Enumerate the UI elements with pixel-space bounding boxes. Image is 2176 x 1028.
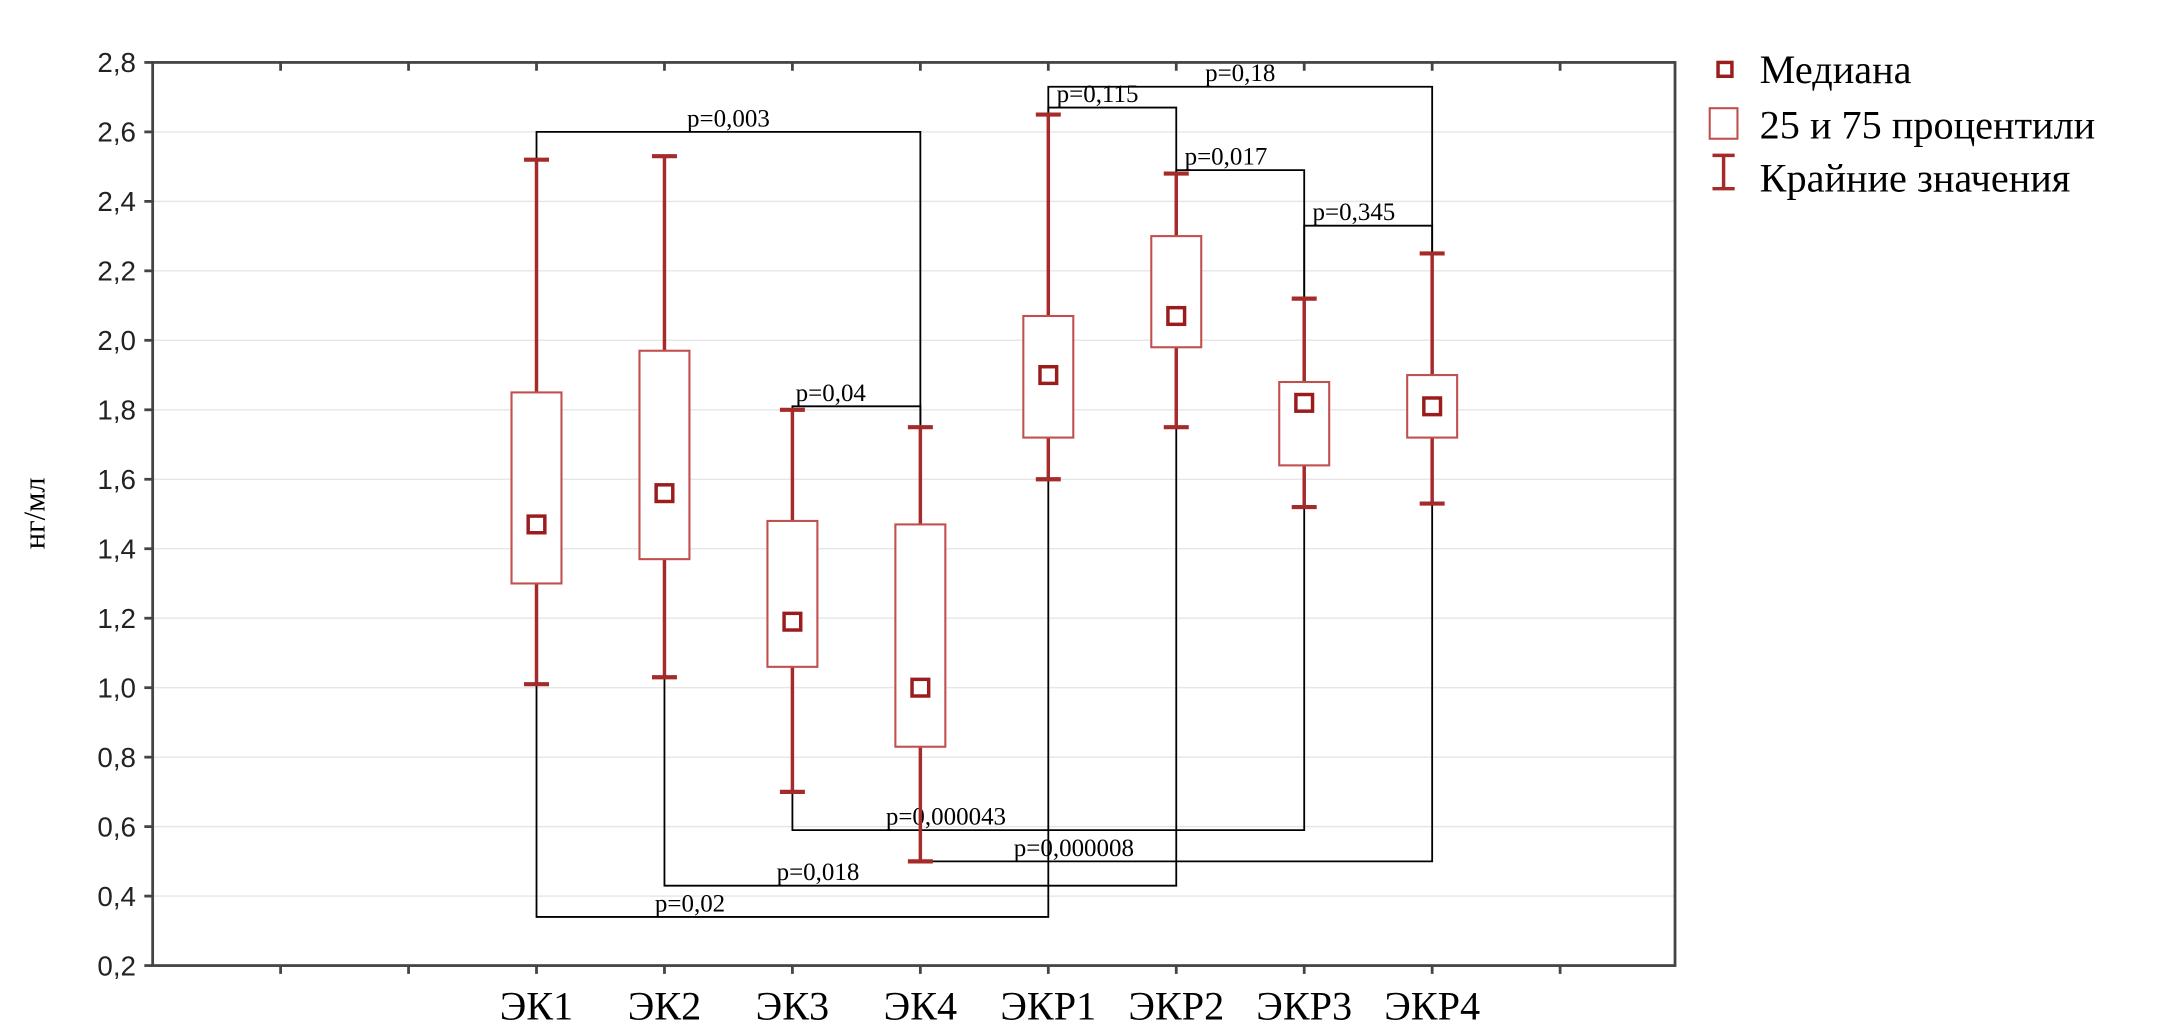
grid-lines [152,131,1676,897]
iqr-box [1150,235,1203,349]
y-tick-label: 2,8 [97,47,136,78]
comparison-bracket [1047,106,1178,174]
median-marker [1422,396,1443,417]
p-value-label: p=0,017 [1185,144,1268,171]
box-ЭК4 [894,425,947,864]
box-ЭКР1 [1022,112,1075,482]
x-category-label: ЭКР4 [1384,984,1480,1028]
y-tick-label: 1,6 [97,464,136,495]
y-tick-label: 2,4 [97,186,136,217]
x-category-label: ЭКР2 [1128,984,1224,1028]
x-category-label: ЭК1 [500,984,574,1028]
legend-box-icon [1708,107,1739,140]
p-value-label: p=0,000043 [886,804,1006,831]
y-tick-label: 0,6 [97,811,136,842]
median-marker [526,514,547,535]
x-category-label: ЭК3 [756,984,830,1028]
x-category-label: ЭКР1 [1000,984,1096,1028]
x-category-label: ЭК2 [628,984,702,1028]
iqr-box [510,391,563,585]
p-value-label: p=0,000008 [1014,835,1134,862]
box-ЭКР2 [1150,171,1203,430]
comparison-bracket [1047,85,1434,254]
boxes [510,112,1459,864]
p-value-label: p=0,02 [655,890,725,917]
x-category-label: ЭК4 [884,984,958,1028]
iqr-box [1406,374,1459,439]
comparison-bracket [1303,224,1434,299]
box-ЭКР3 [1278,296,1331,510]
x-category-label: ЭКР3 [1256,984,1352,1028]
legend-percentiles: 25 и 75 процентили [1760,103,2096,148]
p-value-label: p=0,018 [777,859,860,886]
legend-median-icon [1716,60,1734,79]
p-value-label: p=0,04 [796,380,867,407]
y-tick-label: 2,0 [97,325,136,356]
p-value-label: p=0,115 [1057,81,1139,108]
median-marker [1166,305,1187,327]
y-tick-label: 1,2 [97,603,136,634]
median-marker [1294,392,1315,413]
comparison-bracket [535,130,922,428]
comparison-bracket [920,503,1434,863]
plot-frame [151,61,1677,967]
iqr-box [638,349,691,561]
x-axis-ticks: ЭК1 ЭК2 ЭК3 ЭК4 ЭКР1 ЭКР2 ЭКР3 ЭКР4 [279,62,1562,1028]
y-tick-label: 0,2 [97,950,136,981]
y-tick-label: 0,4 [97,881,136,912]
box-ЭК1 [510,157,563,687]
iqr-box [1022,314,1075,439]
box-ЭК3 [766,407,819,794]
legend: Медиана 25 и 75 процентили Крайние значе… [1708,47,2096,200]
y-tick-label: 0,8 [97,742,136,773]
y-tick-label: 2,6 [97,117,136,148]
y-axis-label: нг/мл [17,477,51,549]
comparison-bracket [535,479,1050,918]
iqr-box [894,523,947,748]
box-ЭК2 [638,154,691,680]
median-marker [1038,364,1059,386]
p-value-label: p=0,003 [687,105,770,132]
comparison-bracket [663,427,1178,887]
legend-median: Медиана [1760,47,1912,92]
p-value-label: p=0,345 [1313,199,1396,226]
median-marker [782,611,803,632]
p-value-label: p=0,18 [1205,60,1275,87]
y-axis-ticks: 0,2 0,4 0,6 0,8 1,0 1,2 1,4 1,6 1,8 2,0 2,2 2,4 2,6 2… [97,47,153,981]
y-tick-label: 2,2 [97,256,136,287]
median-marker [654,483,675,504]
y-tick-label: 1,4 [97,533,136,564]
legend-whisker-icon [1712,153,1735,191]
y-tick-label: 1,0 [97,672,136,703]
iqr-box [766,519,819,668]
median-marker [910,677,931,698]
box-ЭКР4 [1406,251,1459,506]
y-tick-label: 1,8 [97,395,136,426]
legend-extremes: Крайние значения [1760,155,2071,200]
